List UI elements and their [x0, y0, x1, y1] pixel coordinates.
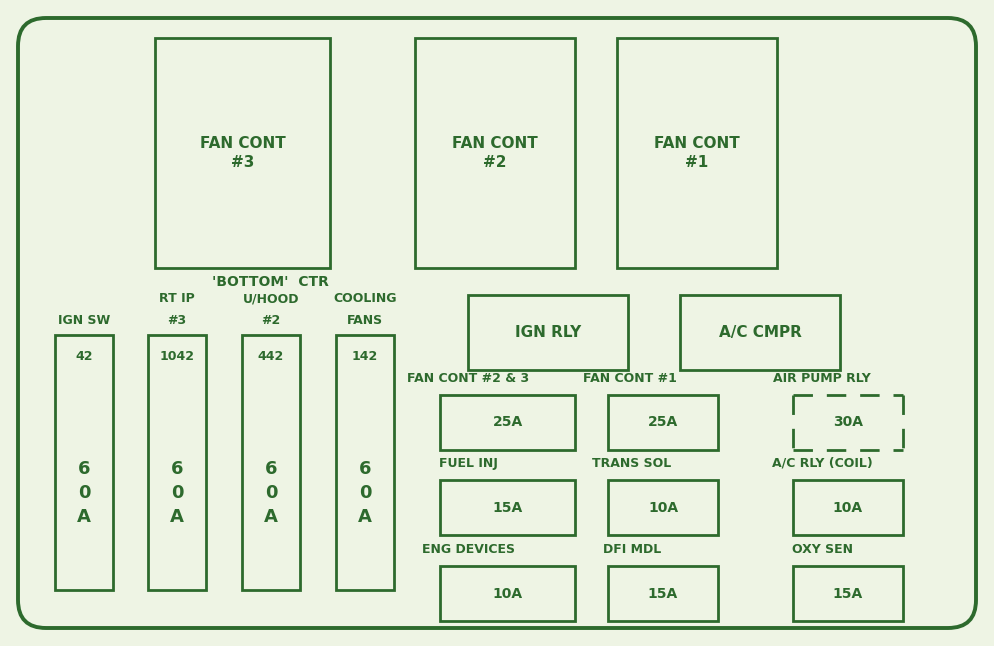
Bar	[608, 480, 718, 535]
Bar	[440, 395, 575, 450]
Text: U/HOOD: U/HOOD	[243, 292, 299, 305]
Text: A/C CMPR: A/C CMPR	[719, 325, 801, 340]
Text: #2: #2	[261, 314, 280, 327]
Text: 15A: 15A	[648, 587, 678, 601]
Bar	[415, 38, 575, 268]
Text: 15A: 15A	[833, 587, 863, 601]
Text: 30A: 30A	[833, 415, 863, 430]
Text: 10A: 10A	[833, 501, 863, 514]
Text: 42: 42	[76, 351, 92, 364]
Bar	[793, 566, 903, 621]
Text: 6
0
A: 6 0 A	[78, 461, 90, 526]
Text: ENG DEVICES: ENG DEVICES	[421, 543, 515, 556]
Text: TRANS SOL: TRANS SOL	[592, 457, 672, 470]
Bar	[617, 38, 777, 268]
Bar	[440, 480, 575, 535]
Text: FAN CONT
#3: FAN CONT #3	[200, 136, 285, 170]
Text: IGN RLY: IGN RLY	[515, 325, 581, 340]
FancyBboxPatch shape	[18, 18, 976, 628]
Text: RT IP: RT IP	[159, 292, 195, 305]
Text: OXY SEN: OXY SEN	[791, 543, 853, 556]
Text: IGN SW: IGN SW	[58, 314, 110, 327]
Bar	[680, 295, 840, 370]
Bar	[55, 335, 113, 590]
Bar	[242, 335, 300, 590]
Text: 142: 142	[352, 351, 378, 364]
Bar	[440, 566, 575, 621]
Text: A/C RLY (COIL): A/C RLY (COIL)	[771, 457, 873, 470]
Text: AIR PUMP RLY: AIR PUMP RLY	[773, 372, 871, 385]
Text: 1042: 1042	[159, 351, 195, 364]
Text: FAN CONT #1: FAN CONT #1	[583, 372, 677, 385]
Text: FAN CONT #2 & 3: FAN CONT #2 & 3	[407, 372, 529, 385]
Text: 442: 442	[257, 351, 284, 364]
Bar	[608, 566, 718, 621]
Text: 25A: 25A	[492, 415, 523, 430]
Text: 6
0
A: 6 0 A	[358, 461, 372, 526]
Bar	[148, 335, 206, 590]
Bar	[793, 480, 903, 535]
Text: #3: #3	[167, 314, 187, 327]
Text: 6
0
A: 6 0 A	[264, 461, 278, 526]
Bar	[468, 295, 628, 370]
Text: COOLING: COOLING	[333, 292, 397, 305]
Text: 6
0
A: 6 0 A	[170, 461, 184, 526]
Text: FUEL INJ: FUEL INJ	[438, 457, 497, 470]
Bar	[155, 38, 330, 268]
Text: FAN CONT
#1: FAN CONT #1	[654, 136, 740, 170]
Text: 10A: 10A	[648, 501, 678, 514]
Text: FANS: FANS	[347, 314, 383, 327]
Text: 25A: 25A	[648, 415, 678, 430]
Text: FAN CONT
#2: FAN CONT #2	[452, 136, 538, 170]
Text: 'BOTTOM'  CTR: 'BOTTOM' CTR	[212, 275, 328, 289]
Bar	[608, 395, 718, 450]
Bar	[336, 335, 394, 590]
Text: 10A: 10A	[492, 587, 523, 601]
Text: DFI MDL: DFI MDL	[603, 543, 661, 556]
Text: 15A: 15A	[492, 501, 523, 514]
